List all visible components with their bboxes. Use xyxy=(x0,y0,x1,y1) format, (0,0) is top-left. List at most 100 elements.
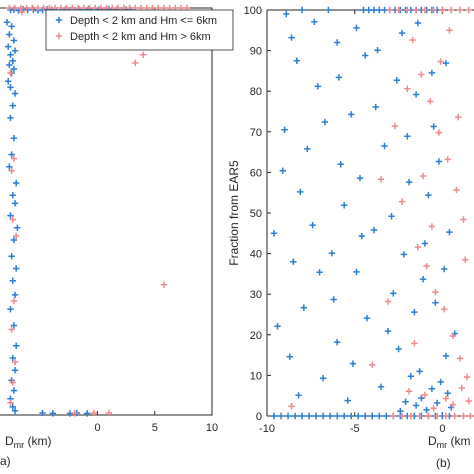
panel-a-point xyxy=(40,4,47,12)
panel-b-point xyxy=(428,69,436,77)
panel-a-point xyxy=(9,354,16,362)
panel-b-point xyxy=(456,355,464,362)
panel-b-point xyxy=(286,353,294,360)
panel-b-point xyxy=(305,412,313,420)
panel-b-point xyxy=(409,36,416,44)
panel-b-point xyxy=(326,412,334,420)
panel-b-point xyxy=(465,397,472,405)
panel-b-point xyxy=(425,412,432,420)
panel-b-point xyxy=(442,59,450,67)
panel-b-point xyxy=(430,123,437,130)
panel-b-point xyxy=(353,24,360,32)
panel-b-point xyxy=(467,412,474,420)
panel-b-point xyxy=(288,34,295,41)
panel-b-point xyxy=(407,373,415,380)
panel-a-point xyxy=(7,114,14,122)
panel-b-point xyxy=(319,412,327,420)
panel-a-x-tick-label: 10 xyxy=(206,422,218,434)
panel-b-point xyxy=(297,188,304,196)
panel-a-point xyxy=(14,224,21,231)
panel-b-point xyxy=(337,161,344,168)
panel-a-x-axis-label: Dmr (km) xyxy=(5,434,52,450)
panel-b-point xyxy=(425,191,432,199)
panel-a-point xyxy=(7,84,14,91)
panel-a-point xyxy=(13,179,20,187)
panel-b-x-axis-label: Dmr (km xyxy=(428,434,471,450)
panel-a-point xyxy=(7,69,14,77)
panel-b-point xyxy=(319,375,327,382)
panel-b-point xyxy=(321,118,329,126)
panel-b-point xyxy=(384,327,392,335)
panel-a-point xyxy=(11,90,19,97)
panel-b-y-tick-label: 90 xyxy=(250,46,262,58)
panel-b-y-tick-label: 10 xyxy=(250,370,262,382)
panel-a-point xyxy=(83,410,91,417)
panel-b-point xyxy=(362,52,369,59)
panel-b-point xyxy=(451,412,458,420)
panel-a-point xyxy=(10,322,18,329)
panel-a-legend: Depth < 2 km and Hm <= 6km Depth < 2 km a… xyxy=(45,9,234,51)
panel-b-point xyxy=(442,352,450,360)
panel-b-point xyxy=(340,202,348,209)
panel-a-point xyxy=(10,65,18,73)
panel-a-point xyxy=(132,59,139,67)
panel-b-y-tick-label: 0 xyxy=(256,411,262,423)
panel-b-point xyxy=(398,412,406,420)
panel-b-point xyxy=(414,19,422,27)
panel-b-x-tick-label: -10 xyxy=(259,423,275,435)
panel-b-point xyxy=(388,213,395,220)
panel-b-point xyxy=(447,6,455,14)
panel-b-point xyxy=(300,304,308,311)
panel-b-point xyxy=(463,373,471,381)
panel-a-point xyxy=(105,409,113,417)
panel-b-point xyxy=(432,299,439,306)
panel-a-point xyxy=(6,163,13,170)
panel-a-point xyxy=(34,4,42,12)
panel-b-point xyxy=(423,262,430,270)
panel-b-point xyxy=(437,378,444,386)
panel-b-point xyxy=(418,394,425,402)
panel-b-point xyxy=(283,10,290,18)
panel-b-point xyxy=(333,412,341,420)
panel-a-point xyxy=(23,4,30,12)
panel-b-y-tick-label: 70 xyxy=(250,127,262,139)
panel-a-point xyxy=(7,399,14,406)
panel-b-y-tick-label: 60 xyxy=(250,167,262,179)
panel-b-y-tick-label: 20 xyxy=(250,330,262,342)
panel-b-point xyxy=(423,406,430,414)
panel-a-x-tick-label: 0 xyxy=(94,422,100,434)
panel-b-point xyxy=(391,122,399,130)
panel-b-point xyxy=(453,186,460,194)
panel-b-point xyxy=(428,385,436,392)
panel-b-point xyxy=(446,27,453,34)
panel-b-point xyxy=(376,412,383,420)
panel-b-point xyxy=(377,383,385,390)
panel-b-point xyxy=(333,338,341,346)
panel-b-point xyxy=(377,176,385,183)
panel-b-point xyxy=(293,57,301,64)
panel-b-point xyxy=(430,405,437,412)
panel-b-point xyxy=(395,345,402,353)
panel-a-point xyxy=(10,236,18,244)
panel-a-series-2 xyxy=(6,4,191,417)
panel-b-point xyxy=(404,133,411,140)
panel-b-point xyxy=(411,308,418,316)
legend-box xyxy=(45,9,234,51)
panel-b-point xyxy=(395,6,402,14)
panel-b-point xyxy=(421,240,429,247)
panel-b-point xyxy=(419,172,427,180)
panel-a-point xyxy=(9,57,16,65)
panel-b-point xyxy=(460,216,467,223)
panel-b-point xyxy=(439,6,446,14)
panel-b-point xyxy=(298,412,306,420)
panel-a-point xyxy=(39,409,46,417)
panel-a-series-1 xyxy=(3,6,134,417)
panel-b-point xyxy=(358,232,365,240)
panel-b-point xyxy=(398,29,406,37)
panel-a-point xyxy=(13,232,20,240)
panel-a-point xyxy=(49,410,57,417)
panel-b-point xyxy=(348,412,355,420)
panel-b-y-tick-label: 40 xyxy=(250,249,262,261)
panel-b-point xyxy=(416,412,423,420)
panel-b-point xyxy=(402,398,409,405)
